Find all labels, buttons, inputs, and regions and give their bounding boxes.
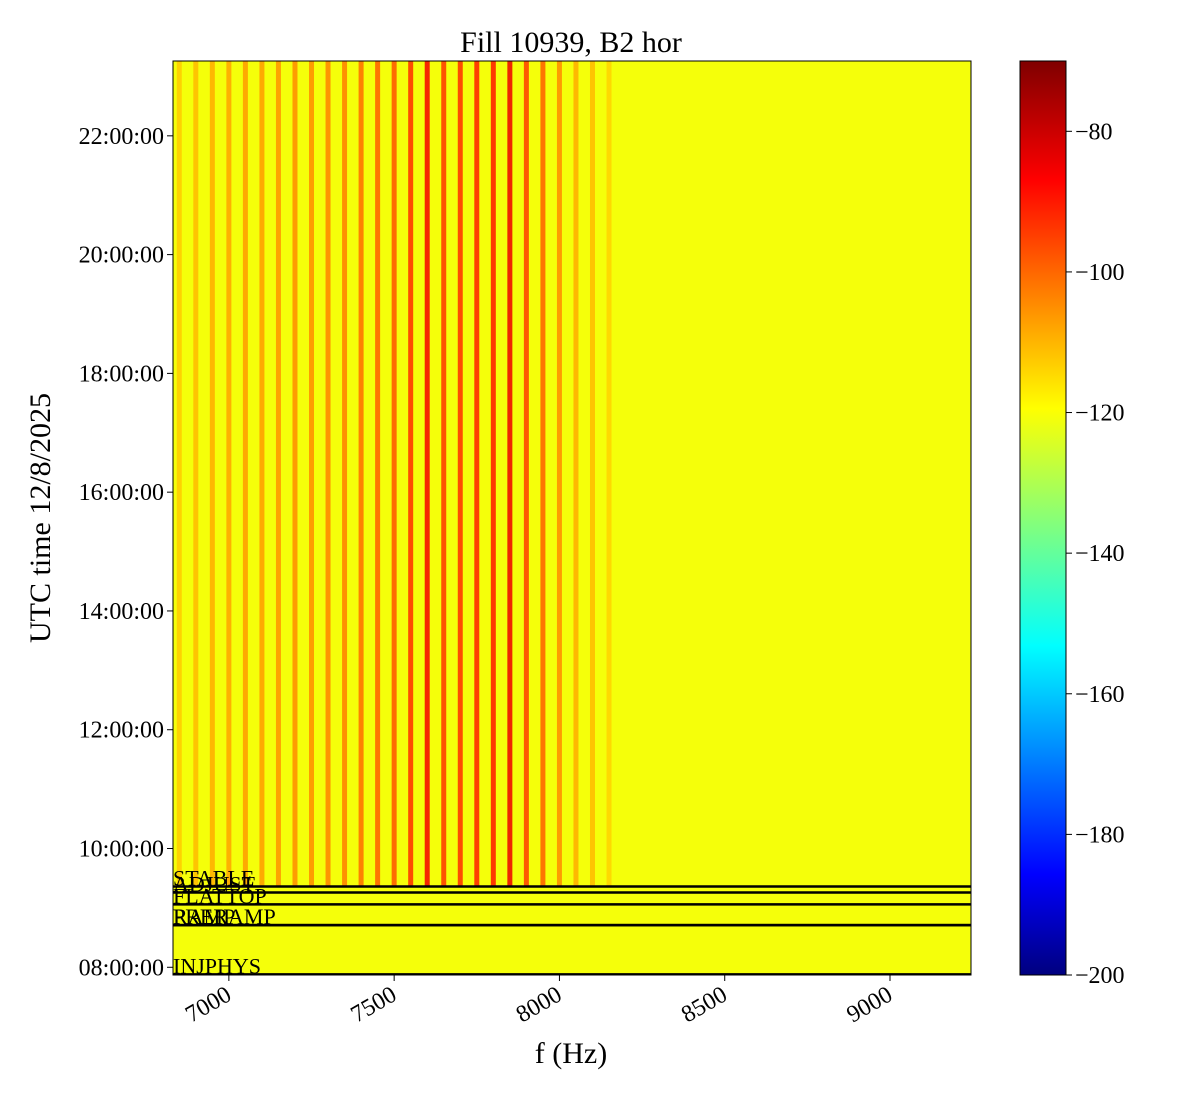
mode-label: FLATTOP — [173, 883, 267, 908]
y-tick-label: 18:00:00 — [79, 361, 164, 387]
y-tick-label: 12:00:00 — [79, 718, 164, 744]
x-tick-label: 8000 — [512, 982, 567, 1029]
colorbar-tick-label: −100 — [1075, 260, 1125, 286]
y-tick-label: 10:00:00 — [79, 837, 164, 863]
spectral-line — [408, 61, 414, 887]
spectral-line — [391, 61, 397, 887]
x-tick-label: 9000 — [842, 982, 897, 1029]
colorbar — [1019, 60, 1067, 976]
x-tick-label: 7500 — [347, 982, 402, 1029]
y-tick-label: 20:00:00 — [79, 243, 164, 269]
spectral-line — [540, 61, 546, 887]
colorbar-tick-label: −180 — [1075, 822, 1125, 848]
spectral-line — [589, 61, 595, 887]
spectral-line — [523, 61, 529, 887]
mode-label: STABLE — [173, 866, 254, 891]
mode-label: PRERAMP — [173, 904, 276, 929]
plot-frame — [172, 60, 972, 976]
x-tick-label: 8500 — [677, 982, 732, 1029]
spectral-line — [193, 61, 199, 887]
mode-label: INJPHYS — [173, 953, 261, 978]
spectral-line — [292, 61, 298, 887]
x-axis-label: f (Hz) — [535, 1037, 607, 1070]
colorbar-tick-label: −160 — [1075, 682, 1125, 708]
spectral-line — [309, 61, 315, 887]
y-tick-label: 14:00:00 — [79, 599, 164, 625]
mode-label: RAMP — [173, 904, 235, 929]
spectral-line — [275, 61, 281, 887]
mode-label: ADJUST — [173, 871, 255, 896]
spectral-line — [606, 61, 612, 887]
spectral-line — [556, 61, 562, 887]
spectral-line — [358, 61, 364, 887]
x-tick-label: 7000 — [181, 982, 236, 1029]
colorbar-tick-label: −80 — [1075, 119, 1113, 145]
spectral-line — [176, 61, 182, 887]
y-tick-label: 08:00:00 — [79, 955, 164, 981]
colorbar-tick-label: −120 — [1075, 401, 1125, 427]
background — [173, 61, 971, 975]
spectral-line — [490, 61, 496, 887]
spectral-line — [457, 61, 463, 887]
y-tick-label: 16:00:00 — [79, 480, 164, 506]
chart-title: Fill 10939, B2 hor — [460, 26, 682, 59]
colorbar-tick-label: −200 — [1075, 963, 1125, 989]
spectral-line — [474, 61, 480, 887]
spectral-line — [507, 61, 513, 887]
spectral-line — [441, 61, 447, 887]
spectral-line — [325, 61, 331, 887]
spectral-line — [242, 61, 248, 887]
spectral-line — [259, 61, 265, 887]
plot-area — [173, 61, 971, 975]
y-axis-label: UTC time 12/8/2025 — [24, 393, 57, 643]
spectral-line — [375, 61, 381, 887]
spectral-line — [226, 61, 232, 887]
spectral-line — [209, 61, 215, 887]
spectral-line — [424, 61, 430, 887]
spectral-line — [573, 61, 579, 887]
y-tick-label: 22:00:00 — [79, 124, 164, 150]
colorbar-tick-label: −140 — [1075, 541, 1125, 567]
spectral-line — [342, 61, 348, 887]
